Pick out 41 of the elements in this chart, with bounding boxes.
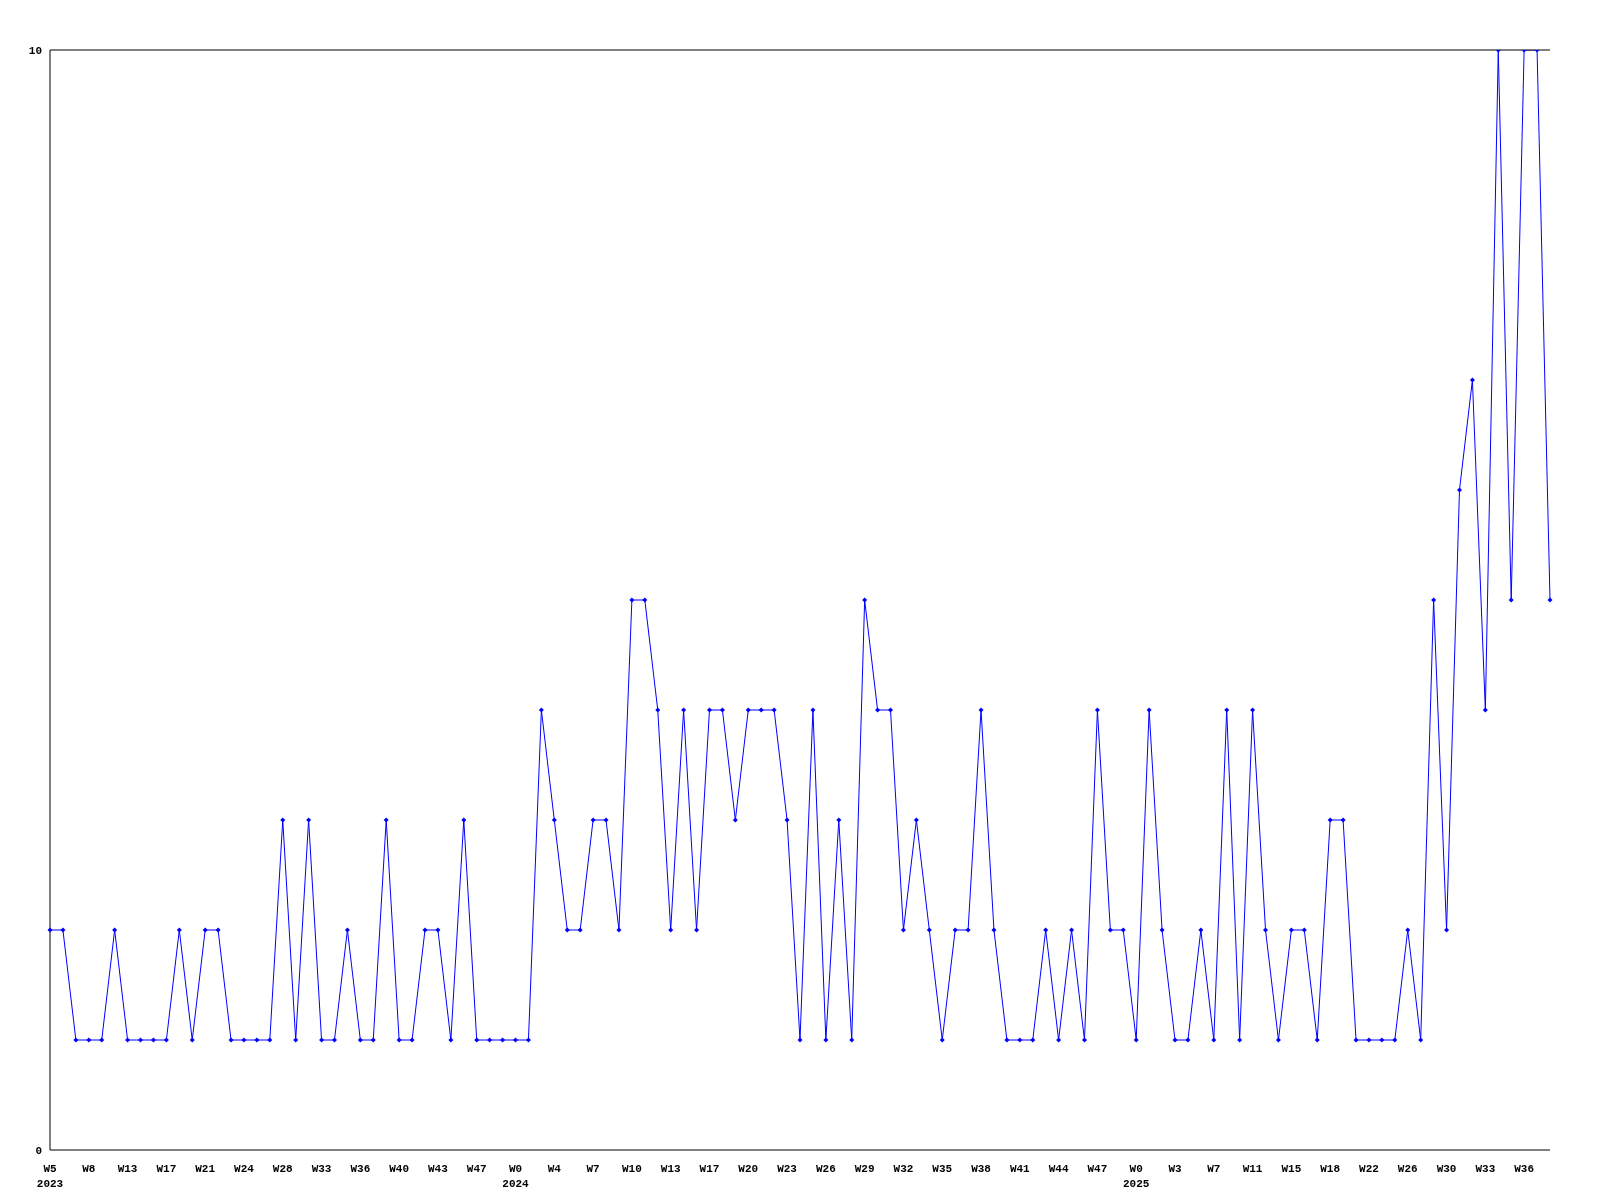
x-tick-label: W33 (311, 1163, 332, 1175)
x-tick-label: W36 (350, 1163, 371, 1175)
x-tick-label: W22 (1359, 1163, 1379, 1175)
x-tick-label: W26 (1397, 1163, 1418, 1175)
x-tick-label: W3 (1168, 1163, 1182, 1175)
x-tick-label: W35 (932, 1163, 953, 1175)
y-tick-label: 0 (35, 1144, 42, 1157)
y-tick-label: 10 (28, 44, 42, 57)
x-tick-label: W20 (738, 1163, 759, 1175)
x-tick-label: W17 (156, 1163, 177, 1175)
x-tick-label: W10 (621, 1163, 642, 1175)
x-tick-label: W23 (777, 1163, 798, 1175)
x-tick-label: W0 2024 (502, 1163, 530, 1190)
x-tick-label: W36 (1514, 1163, 1535, 1175)
x-tick-label: W47 (1087, 1163, 1108, 1175)
x-tick-label: W7 (586, 1163, 600, 1175)
x-tick-label: W0 2025 (1123, 1163, 1150, 1190)
x-tick-label: W5 2023 (36, 1163, 64, 1190)
x-tick-label: W32 (893, 1163, 914, 1175)
x-tick-label: W33 (1475, 1163, 1496, 1175)
x-tick-label: W11 (1242, 1163, 1263, 1175)
x-tick-label: W26 (815, 1163, 836, 1175)
x-tick-label: W15 (1281, 1163, 1302, 1175)
x-tick-label: W13 (660, 1163, 681, 1175)
x-tick-label: W30 (1436, 1163, 1457, 1175)
x-tick-label: W38 (971, 1163, 992, 1175)
x-tick-label: W29 (854, 1163, 875, 1175)
x-tick-label: W40 (389, 1163, 410, 1175)
x-tick-label: W43 (428, 1163, 449, 1175)
x-tick-label: W7 (1207, 1163, 1221, 1175)
x-tick-label: W41 (1009, 1163, 1031, 1175)
x-tick-label: W21 (195, 1163, 216, 1175)
x-tick-label: W24 (234, 1163, 255, 1175)
x-tick-label: W18 (1320, 1163, 1341, 1175)
x-tick-label: W4 (547, 1163, 562, 1175)
x-tick-label: W13 (117, 1163, 138, 1175)
x-tick-label: W17 (699, 1163, 720, 1175)
x-tick-label: W28 (272, 1163, 294, 1175)
x-tick-label: W47 (466, 1163, 487, 1175)
x-tick-label: W8 (82, 1163, 96, 1175)
x-tick-label: W44 (1048, 1163, 1069, 1175)
